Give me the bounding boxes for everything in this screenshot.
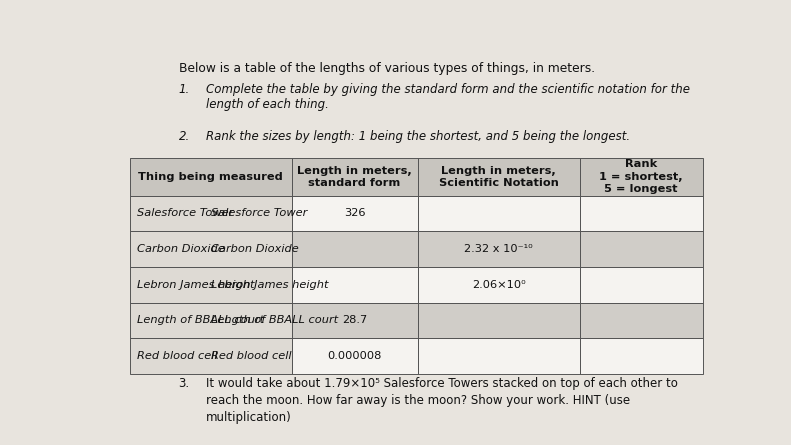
Text: 0.000008: 0.000008 [327,351,382,361]
Text: Length in meters,
Scientific Notation: Length in meters, Scientific Notation [439,166,558,188]
Bar [292,158,418,196]
Bar [130,231,292,267]
Text: Salesforce Tower: Salesforce Tower [210,209,307,218]
Text: It would take about 1.79×10⁵ Salesforce Towers stacked on top of each other to
r: It would take about 1.79×10⁵ Salesforce … [206,377,678,424]
Bar [292,196,418,231]
Text: Rank the sizes by length: 1 being the shortest, and 5 being the longest.: Rank the sizes by length: 1 being the sh… [206,130,630,143]
Bar [580,158,702,196]
Bar [292,267,418,303]
Bar [292,267,418,303]
Bar [292,303,418,338]
Bar [418,267,580,303]
Text: Carbon Dioxide: Carbon Dioxide [210,244,298,254]
Bar [580,158,702,196]
Bar [130,303,292,338]
Text: Lebron James height: Lebron James height [137,280,255,290]
Text: Length in meters,
standard form: Length in meters, standard form [297,166,412,188]
Text: Salesforce Tower: Salesforce Tower [137,209,233,218]
Bar [580,338,702,374]
Bar [418,303,580,338]
Bar [418,231,580,267]
Bar [580,196,702,231]
Bar [418,196,580,231]
Bar [292,338,418,374]
Bar [130,231,292,267]
Bar [418,231,580,267]
Text: Carbon Dioxide: Carbon Dioxide [137,244,225,254]
Bar [292,231,418,267]
Text: 2.06×10⁰: 2.06×10⁰ [471,280,525,290]
Bar [130,267,292,303]
Text: 1.: 1. [179,82,190,96]
Bar [580,303,702,338]
Bar [418,158,580,196]
Text: Rank
1 = shortest,
5 = longest: Rank 1 = shortest, 5 = longest [600,159,683,194]
Bar [292,303,418,338]
Text: Red blood cell: Red blood cell [137,351,218,361]
Bar [580,303,702,338]
Bar [418,338,580,374]
Text: 28.7: 28.7 [342,316,367,325]
Bar [292,231,418,267]
Bar [580,267,702,303]
Bar [130,338,292,374]
Bar [292,338,418,374]
Text: 3.: 3. [179,377,190,390]
Bar [130,196,292,231]
Bar [580,196,702,231]
Bar [580,231,702,267]
Bar [418,267,580,303]
Text: Red blood cell: Red blood cell [210,351,291,361]
Bar [418,158,580,196]
Bar [418,338,580,374]
Bar [418,196,580,231]
Text: 2.: 2. [179,130,190,143]
Bar [292,158,418,196]
Bar [130,338,292,374]
Bar [580,231,702,267]
Bar [292,196,418,231]
Text: 326: 326 [344,209,365,218]
Text: Lebron James height: Lebron James height [210,280,328,290]
Text: Length of BBALL court: Length of BBALL court [137,316,264,325]
Text: 2.32 x 10⁻¹⁰: 2.32 x 10⁻¹⁰ [464,244,533,254]
Text: Complete the table by giving the standard form and the scientific notation for t: Complete the table by giving the standar… [206,82,691,110]
Bar [580,267,702,303]
Text: Length of BBALL court: Length of BBALL court [210,316,338,325]
Bar [130,158,292,196]
Bar [130,196,292,231]
Bar [580,338,702,374]
Text: Below is a table of the lengths of various types of things, in meters.: Below is a table of the lengths of vario… [179,62,595,75]
Text: Thing being measured: Thing being measured [138,172,283,182]
Bar [418,303,580,338]
Bar [130,267,292,303]
Bar [130,303,292,338]
Bar [130,158,292,196]
